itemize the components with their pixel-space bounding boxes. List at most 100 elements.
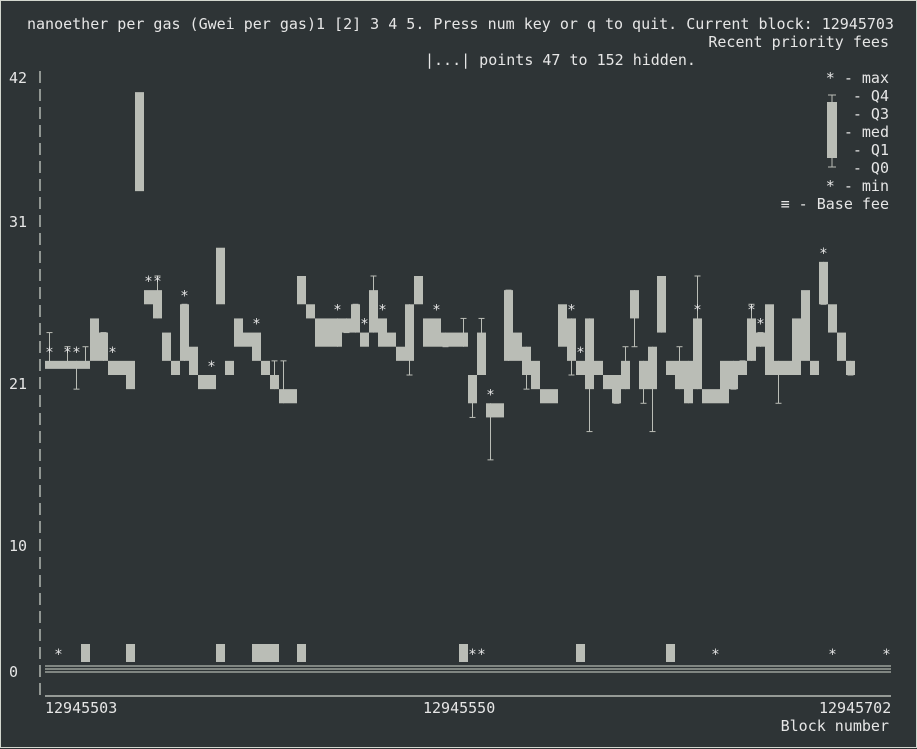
y-tick-31: 31	[9, 213, 28, 231]
max-marker-18: *	[207, 359, 215, 375]
candle-box-73	[702, 389, 711, 404]
x-tick-mid: 12945550	[423, 699, 496, 717]
candle-box-75	[720, 360, 729, 404]
chart-title: Recent priority fees	[708, 33, 889, 51]
y-tick-10: 10	[9, 537, 28, 555]
max-marker-2: *	[63, 345, 71, 361]
candle-box-20	[225, 360, 234, 375]
candle-box-69	[666, 360, 675, 375]
candle-box-41	[414, 276, 423, 305]
candle-box-8	[117, 360, 126, 375]
candle-box-62	[603, 375, 612, 390]
max-marker-49: *	[486, 387, 494, 403]
base-fee-bar-19	[216, 644, 225, 662]
legend-med: - med	[843, 123, 889, 141]
candle-box-37	[378, 318, 387, 347]
candle-box-16	[189, 346, 198, 375]
base-fee-star-87: *	[828, 647, 836, 663]
legend-q3: - Q3	[852, 105, 889, 123]
candle-box-80	[765, 304, 774, 375]
legend-min: * - min	[825, 177, 889, 195]
y-tick-21: 21	[9, 375, 28, 393]
candle-box-7	[108, 360, 117, 375]
candle-box-1	[54, 360, 63, 369]
candle-box-35	[360, 332, 369, 347]
candle-box-39	[396, 346, 405, 361]
candle-box-57	[558, 304, 567, 347]
max-marker-72: *	[693, 302, 701, 318]
max-marker-12: *	[153, 274, 161, 290]
hidden-points-note: |...| points 47 to 152 hidden.	[425, 51, 696, 69]
max-marker-32: *	[333, 302, 341, 318]
candle-box-22	[243, 332, 252, 347]
x-tick-end: 12945702	[819, 699, 892, 717]
candle-box-56	[549, 389, 558, 404]
legend-base-fee: ≡ - Base fee	[780, 195, 889, 213]
candle-box-10	[135, 92, 144, 192]
candle-box-13	[162, 332, 171, 361]
candle-box-30	[315, 318, 324, 347]
candle-box-83	[792, 318, 801, 375]
candle-box-54	[531, 360, 540, 390]
max-marker-35: *	[360, 317, 368, 333]
candle-box-82	[783, 360, 792, 375]
candle-box-5	[90, 318, 99, 361]
max-marker-79: *	[756, 317, 764, 333]
candle-box-45	[450, 332, 459, 347]
max-marker-37: *	[378, 302, 386, 318]
max-marker-43: *	[432, 302, 440, 318]
base-fee-bar-24	[261, 644, 270, 662]
max-marker-58: *	[567, 302, 575, 318]
candle-box-85	[810, 360, 819, 375]
candle-box-52	[513, 332, 522, 361]
max-marker-59: *	[576, 345, 584, 361]
y-tick-0: 0	[9, 663, 19, 681]
base-fee-bar-28	[297, 644, 306, 662]
candle-box-87	[828, 304, 837, 333]
candle-box-55	[540, 389, 549, 404]
base-fee-star-47: *	[468, 647, 476, 663]
candle-box-42	[423, 318, 432, 347]
base-fee-bar-69	[666, 644, 675, 662]
candle-box-61	[594, 360, 603, 375]
candle-box-14	[171, 360, 180, 375]
legend-max: * - max	[825, 69, 889, 87]
candle-box-19	[216, 247, 225, 305]
candle-box-38	[387, 332, 396, 347]
candle-box-27	[288, 389, 297, 404]
base-fee-bar-9	[126, 644, 135, 662]
candle-box-84	[801, 290, 810, 361]
candle-box-74	[711, 389, 720, 404]
max-marker-7: *	[108, 345, 116, 361]
y-tick-42: 42	[9, 69, 28, 87]
base-fee-star-1: *	[54, 647, 62, 663]
max-marker-0: *	[45, 345, 53, 361]
candle-box-9	[126, 360, 135, 390]
legend-q0: - Q0	[852, 159, 889, 177]
base-fee-bar-4	[81, 644, 90, 662]
legend-q4: - Q4	[852, 87, 889, 105]
max-marker-23: *	[252, 317, 260, 333]
max-marker-11: *	[144, 274, 152, 290]
max-marker-78: *	[747, 302, 755, 318]
candle-box-11	[144, 290, 153, 305]
base-fee-star-48: *	[477, 647, 485, 663]
max-marker-3: *	[72, 345, 80, 361]
max-marker-15: *	[180, 288, 188, 304]
max-marker-86: *	[819, 246, 827, 262]
candle-box-29	[306, 304, 315, 319]
x-axis-label: Block number	[780, 717, 889, 735]
candle-box-18	[207, 375, 216, 390]
base-fee-bar-59	[576, 644, 585, 662]
base-fee-star-74: *	[711, 647, 719, 663]
x-tick-start: 12945503	[45, 699, 118, 717]
candle-box-24	[261, 360, 270, 375]
base-fee-star-93: *	[882, 647, 890, 663]
candle-box-23	[252, 332, 261, 361]
candle-box-59	[576, 360, 585, 375]
candle-box-21	[234, 318, 243, 347]
base-fee-bar-46	[459, 644, 468, 662]
base-fee-bar-23	[252, 644, 261, 662]
